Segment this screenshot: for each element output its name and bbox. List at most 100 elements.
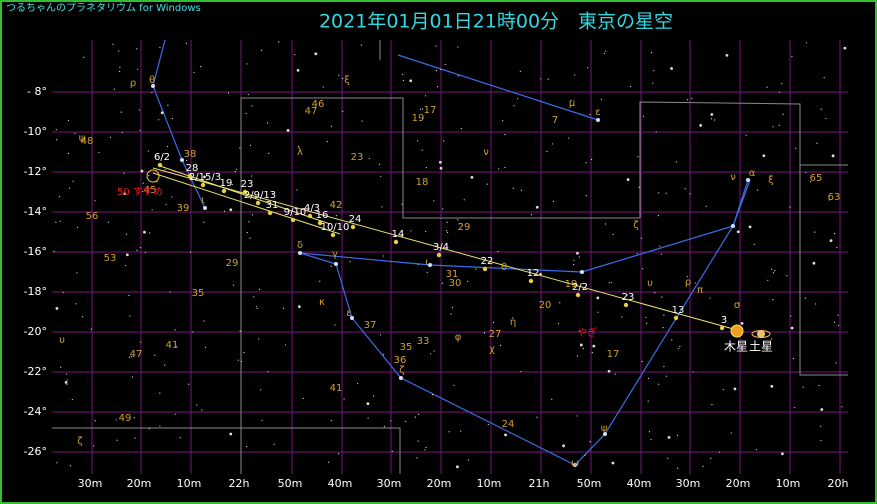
- star: [835, 362, 837, 364]
- dec-label: -16°: [24, 245, 47, 258]
- dec-label: -10°: [24, 125, 47, 138]
- star-label: 65: [810, 173, 823, 184]
- star: [650, 52, 653, 54]
- star: [677, 467, 679, 469]
- star: [94, 420, 96, 422]
- dec-label: -26°: [24, 445, 47, 458]
- ra-label: 40m: [627, 477, 652, 490]
- star: [440, 68, 442, 71]
- date-label: 22: [481, 256, 494, 267]
- star: [203, 175, 206, 179]
- bright-star: [334, 262, 338, 266]
- star: [691, 98, 693, 100]
- star: [368, 157, 370, 160]
- star: [255, 305, 257, 308]
- red-label: やぎ: [577, 326, 597, 339]
- star: [349, 261, 351, 263]
- star: [314, 52, 318, 56]
- star-label: ν: [483, 147, 489, 158]
- date-dot: [267, 210, 273, 216]
- date-label: 2/9/13: [244, 190, 276, 201]
- star: [245, 112, 247, 115]
- star: [175, 345, 177, 347]
- star: [647, 400, 649, 402]
- star: [463, 199, 465, 201]
- star: [778, 124, 780, 126]
- star-label: ε: [595, 107, 600, 118]
- star: [328, 461, 330, 463]
- star: [504, 166, 506, 169]
- star: [513, 105, 515, 107]
- bright-star: [180, 158, 184, 162]
- star: [692, 371, 694, 373]
- star: [686, 276, 688, 278]
- star: [424, 95, 427, 97]
- star: [251, 105, 253, 107]
- star: [231, 184, 233, 186]
- constellation-line: [732, 179, 751, 227]
- star-label: ζ: [633, 220, 638, 231]
- date-dot: [436, 252, 442, 258]
- star-label: φ: [455, 332, 462, 343]
- star: [125, 253, 129, 257]
- star: [579, 343, 583, 347]
- star: [519, 70, 521, 72]
- ra-label: 10m: [477, 477, 502, 490]
- star: [159, 425, 161, 427]
- star: [441, 282, 444, 284]
- star: [266, 122, 269, 124]
- star: [736, 230, 740, 234]
- star: [164, 364, 166, 366]
- star: [679, 345, 681, 347]
- star-label: ζ: [77, 436, 82, 447]
- star: [589, 113, 591, 116]
- star: [55, 128, 57, 131]
- star: [424, 449, 426, 451]
- bright-star: [596, 118, 600, 122]
- star-label: 29: [226, 258, 239, 269]
- date-dot: [307, 213, 313, 219]
- star: [774, 269, 776, 272]
- star: [604, 223, 607, 225]
- star: [448, 431, 450, 433]
- star: [576, 415, 578, 417]
- star: [834, 233, 836, 235]
- star: [457, 75, 459, 77]
- star: [140, 341, 142, 343]
- star: [137, 68, 139, 70]
- star: [426, 271, 428, 273]
- bright-star: [580, 270, 584, 274]
- star: [637, 156, 639, 158]
- star: [585, 195, 587, 197]
- star: [119, 66, 121, 68]
- star: [794, 407, 796, 409]
- star: [767, 279, 769, 281]
- star: [361, 120, 363, 122]
- star: [815, 303, 817, 305]
- star: [686, 99, 689, 101]
- star: [626, 178, 630, 181]
- star: [578, 256, 580, 258]
- star: [260, 49, 263, 51]
- date-dot: [482, 266, 488, 272]
- star: [470, 176, 474, 179]
- star: [330, 419, 332, 422]
- star: [709, 297, 711, 299]
- bright-star: [428, 263, 432, 267]
- star: [148, 174, 150, 177]
- star: [381, 206, 383, 208]
- star: [67, 152, 70, 155]
- star: [497, 250, 499, 253]
- star: [438, 160, 442, 164]
- star: [559, 302, 561, 304]
- star: [261, 419, 263, 422]
- star: [535, 205, 539, 209]
- star: [660, 253, 662, 255]
- star: [115, 419, 117, 421]
- star: [809, 181, 812, 183]
- star: [641, 268, 644, 270]
- star: [246, 231, 248, 234]
- star-label: δ: [297, 240, 303, 251]
- ra-label: 50m: [278, 477, 303, 490]
